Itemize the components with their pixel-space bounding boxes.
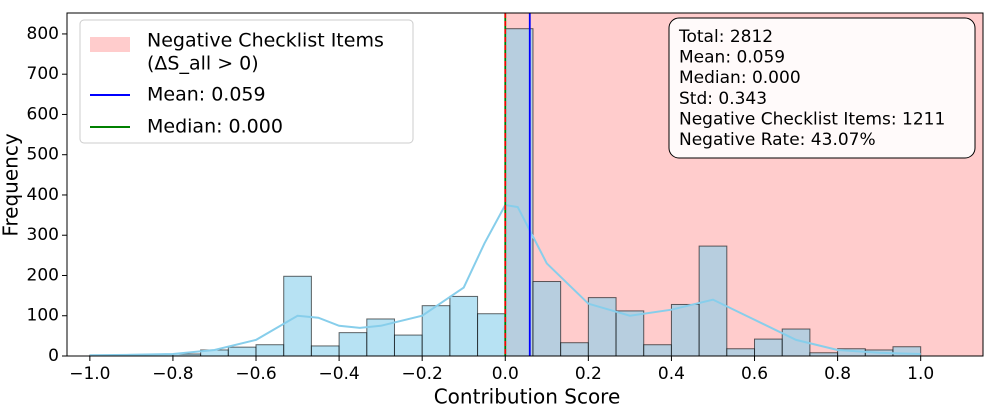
legend-label: Mean: 0.059 [147,84,266,106]
legend-label: (ΔS_all > 0) [147,53,259,75]
histogram-bar [670,303,700,357]
y-tick-label: 800 [27,24,59,44]
histogram-bar [726,348,756,357]
y-tick-label: 0 [48,346,59,366]
legend-label: Negative Checklist Items [147,30,384,52]
histogram-bar [421,305,451,357]
x-tick-label: 0.8 [824,364,851,384]
x-axis-label: Contribution Score [434,385,621,409]
histogram-bar [393,334,423,357]
x-tick-label: 0.2 [575,364,602,384]
stats-box [668,17,976,159]
x-tick-label: −1.0 [69,364,110,384]
histogram-bar [338,332,368,357]
histogram-bar [754,338,783,357]
histogram-bar [615,310,645,357]
y-axis-label: Frequency [0,133,23,236]
legend-box [79,19,414,144]
histogram-bar [449,295,479,357]
legend-swatch [90,37,130,52]
stats-line: Total: 2812 [678,27,773,47]
stats-line: Median: 0.000 [679,68,801,88]
stats-line: Std: 0.343 [679,89,767,109]
y-tick-label: 100 [27,306,59,326]
histogram-bar [587,297,617,357]
histogram-bar [643,344,672,357]
y-tick-label: 600 [27,104,59,124]
stats-line: Negative Rate: 43.07% [679,130,876,150]
y-tick-label: 300 [27,225,59,245]
y-tick-label: 500 [27,145,59,165]
stats-line: Mean: 0.059 [679,48,785,68]
x-tick-label: −0.2 [402,364,443,384]
histogram-bar [310,345,340,357]
y-tick-label: 400 [27,185,59,205]
histogram-bar [504,28,534,357]
x-tick-label: 0.0 [492,364,519,384]
x-tick-label: −0.8 [152,364,193,384]
histogram-bar [560,342,589,357]
histogram-bar [532,281,562,357]
histogram-bar [227,346,257,357]
x-tick-label: 0.4 [658,364,685,384]
kde-curve [89,203,921,357]
x-tick-label: 1.0 [907,364,934,384]
y-tick-label: 700 [27,64,59,84]
x-tick-label: −0.4 [318,364,359,384]
histogram-bar [366,318,395,357]
x-tick-label: −0.6 [235,364,276,384]
stats-line: Negative Checklist Items: 1211 [679,109,945,129]
histogram-bar [477,313,506,357]
legend-label: Median: 0.000 [147,116,283,138]
histogram-bar [255,344,285,357]
y-tick-label: 200 [27,265,59,285]
x-tick-label: 0.6 [741,364,768,384]
plot-frame [66,12,984,357]
